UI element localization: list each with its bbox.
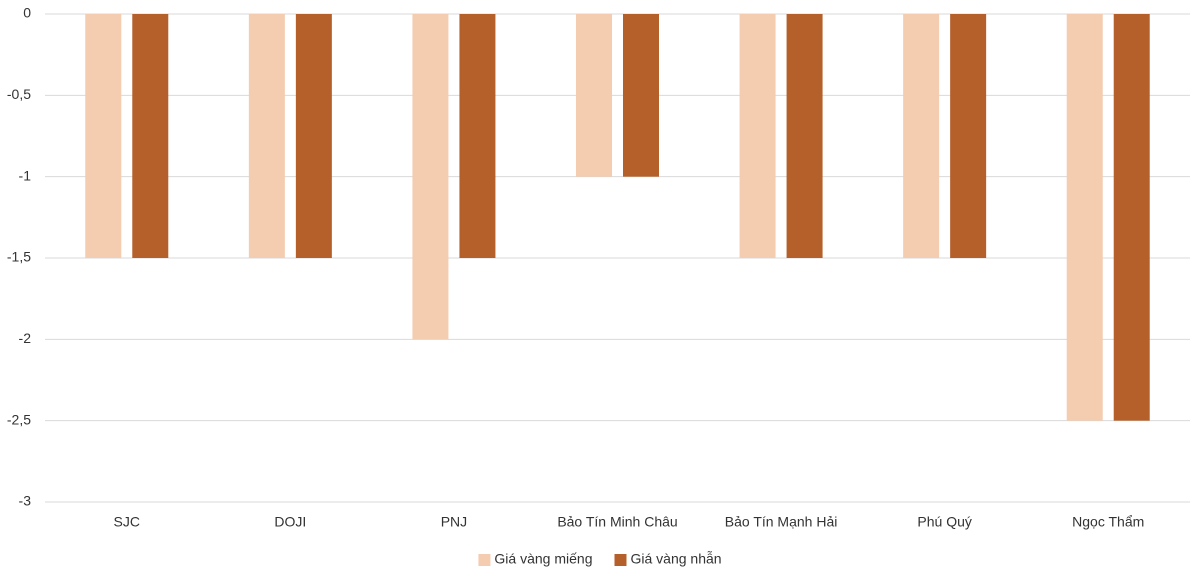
bar: [459, 14, 496, 258]
bar: [576, 14, 612, 177]
bar: [1113, 14, 1150, 421]
bar: [739, 14, 776, 258]
y-tick-label: 0: [23, 5, 31, 21]
legend-label: Giá vàng miếng: [494, 551, 592, 567]
y-tick-label: -1,5: [7, 249, 31, 265]
bar: [295, 14, 332, 258]
x-tick-label: SJC: [114, 514, 140, 530]
bar: [623, 14, 659, 177]
bar: [412, 14, 449, 340]
bar: [248, 14, 285, 258]
x-tick-label: DOJI: [274, 514, 306, 530]
bar: [85, 14, 122, 258]
y-tick-label: -1: [19, 167, 32, 183]
x-tick-label: Phú Quý: [917, 514, 971, 530]
x-tick-label: Ngọc Thẩm: [1072, 514, 1144, 530]
x-tick-label: Bảo Tín Minh Châu: [557, 514, 677, 530]
legend-swatch: [614, 554, 627, 566]
y-tick-label: -2: [19, 330, 32, 346]
bar: [132, 14, 169, 258]
x-tick-label: PNJ: [441, 514, 467, 530]
bar: [950, 14, 987, 258]
y-tick-label: -2,5: [7, 411, 31, 427]
legend-swatch: [478, 554, 491, 566]
bar: [903, 14, 940, 258]
legend-label: Giá vàng nhẫn: [630, 551, 721, 567]
x-tick-label: Bảo Tín Mạnh Hải: [725, 514, 838, 530]
bar: [1066, 14, 1103, 421]
y-tick-label: -0,5: [7, 86, 31, 102]
bar: [786, 14, 823, 258]
y-tick-label: -3: [19, 493, 32, 509]
